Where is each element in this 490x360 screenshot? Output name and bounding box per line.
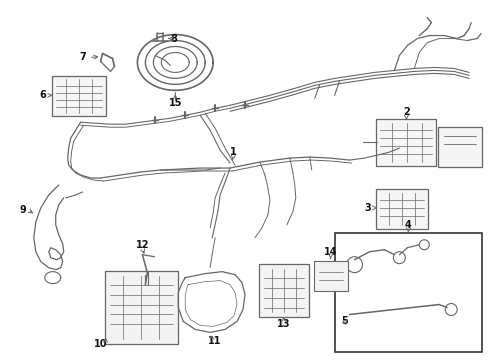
Text: 6: 6 [39, 90, 46, 100]
Text: 10: 10 [94, 339, 107, 349]
Text: 12: 12 [136, 240, 149, 250]
Text: 5: 5 [341, 316, 348, 327]
Text: 9: 9 [20, 205, 26, 215]
Text: 13: 13 [277, 319, 291, 329]
Bar [335, 233, 482, 352]
Text: 2: 2 [403, 107, 410, 117]
Text: 7: 7 [79, 53, 86, 63]
Text: 8: 8 [171, 33, 178, 44]
FancyBboxPatch shape [259, 264, 309, 318]
FancyBboxPatch shape [104, 271, 178, 345]
FancyBboxPatch shape [314, 261, 347, 291]
FancyBboxPatch shape [52, 76, 105, 116]
Text: 1: 1 [230, 147, 236, 157]
Text: 3: 3 [364, 203, 371, 213]
Text: 14: 14 [324, 247, 338, 257]
FancyBboxPatch shape [376, 119, 436, 166]
FancyBboxPatch shape [438, 127, 482, 167]
Text: 4: 4 [405, 220, 412, 230]
Text: 15: 15 [169, 98, 182, 108]
FancyBboxPatch shape [376, 189, 428, 229]
Text: 11: 11 [208, 336, 222, 346]
